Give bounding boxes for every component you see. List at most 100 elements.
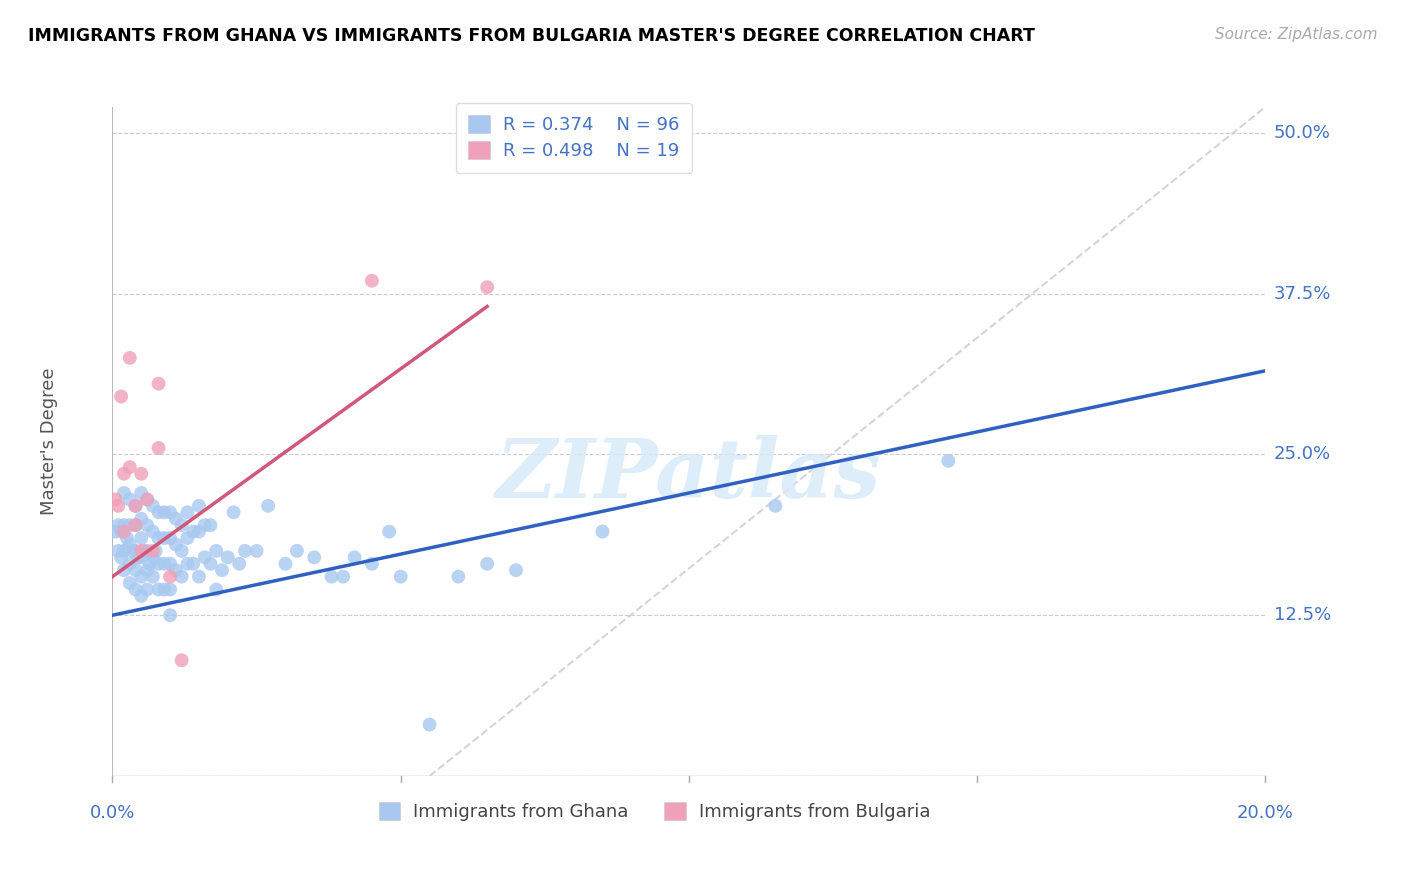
Point bbox=[222, 505, 245, 519]
Text: 0.0%: 0.0% bbox=[90, 804, 135, 822]
Point bbox=[181, 557, 204, 571]
Point bbox=[124, 544, 146, 558]
Point bbox=[475, 557, 499, 571]
Point bbox=[170, 544, 193, 558]
Point bbox=[118, 518, 141, 533]
Text: 25.0%: 25.0% bbox=[1274, 445, 1331, 464]
Point bbox=[176, 531, 198, 545]
Point bbox=[159, 531, 181, 545]
Point bbox=[153, 582, 176, 597]
Point bbox=[165, 512, 187, 526]
Point bbox=[475, 280, 499, 294]
Point bbox=[321, 569, 343, 583]
Point bbox=[170, 518, 193, 533]
Point bbox=[170, 569, 193, 583]
Text: 12.5%: 12.5% bbox=[1274, 607, 1331, 624]
Point bbox=[142, 550, 165, 565]
Point bbox=[112, 486, 135, 500]
Point bbox=[112, 467, 135, 481]
Point bbox=[257, 499, 280, 513]
Point bbox=[200, 557, 222, 571]
Point bbox=[127, 550, 149, 565]
Text: ZIPatlas: ZIPatlas bbox=[496, 435, 882, 515]
Point bbox=[447, 569, 470, 583]
Point bbox=[136, 544, 159, 558]
Point bbox=[121, 544, 143, 558]
Point bbox=[170, 653, 193, 667]
Point bbox=[304, 550, 326, 565]
Point bbox=[148, 376, 170, 391]
Point bbox=[112, 563, 135, 577]
Point bbox=[115, 531, 138, 545]
Point bbox=[129, 569, 153, 583]
Point bbox=[200, 518, 222, 533]
Point bbox=[124, 582, 146, 597]
Point bbox=[936, 454, 959, 468]
Text: Master's Degree: Master's Degree bbox=[39, 368, 58, 516]
Point bbox=[136, 563, 159, 577]
Point bbox=[129, 544, 153, 558]
Point bbox=[148, 557, 170, 571]
Point bbox=[112, 524, 135, 539]
Point bbox=[118, 492, 141, 507]
Point bbox=[110, 524, 132, 539]
Point bbox=[107, 499, 129, 513]
Point bbox=[153, 531, 176, 545]
Point bbox=[176, 505, 198, 519]
Point bbox=[419, 717, 441, 731]
Text: 50.0%: 50.0% bbox=[1274, 124, 1330, 142]
Point bbox=[124, 563, 146, 577]
Point bbox=[153, 557, 176, 571]
Point bbox=[124, 518, 146, 533]
Point bbox=[165, 563, 187, 577]
Point bbox=[129, 512, 153, 526]
Point bbox=[142, 569, 165, 583]
Point bbox=[134, 544, 156, 558]
Point bbox=[188, 524, 211, 539]
Point bbox=[110, 550, 132, 565]
Point bbox=[124, 499, 146, 513]
Legend: Immigrants from Ghana, Immigrants from Bulgaria: Immigrants from Ghana, Immigrants from B… bbox=[366, 789, 943, 834]
Point bbox=[228, 557, 250, 571]
Point bbox=[165, 537, 187, 551]
Point bbox=[110, 390, 132, 404]
Point bbox=[194, 518, 217, 533]
Point bbox=[181, 524, 204, 539]
Point bbox=[211, 563, 233, 577]
Point bbox=[136, 492, 159, 507]
Point bbox=[148, 441, 170, 455]
Point bbox=[332, 569, 354, 583]
Point bbox=[136, 582, 159, 597]
Point bbox=[148, 582, 170, 597]
Point bbox=[246, 544, 269, 558]
Text: Source: ZipAtlas.com: Source: ZipAtlas.com bbox=[1215, 27, 1378, 42]
Point bbox=[142, 544, 165, 558]
Point bbox=[217, 550, 239, 565]
Point bbox=[107, 518, 129, 533]
Point bbox=[159, 582, 181, 597]
Text: 20.0%: 20.0% bbox=[1237, 804, 1294, 822]
Point bbox=[360, 557, 382, 571]
Point bbox=[148, 505, 170, 519]
Point bbox=[118, 460, 141, 475]
Point bbox=[176, 557, 198, 571]
Point bbox=[285, 544, 308, 558]
Point bbox=[129, 486, 153, 500]
Point bbox=[124, 518, 146, 533]
Point bbox=[159, 557, 181, 571]
Point bbox=[136, 518, 159, 533]
Point bbox=[124, 499, 146, 513]
Point bbox=[129, 531, 153, 545]
Point bbox=[139, 557, 162, 571]
Point bbox=[233, 544, 256, 558]
Point bbox=[104, 492, 127, 507]
Point bbox=[112, 544, 135, 558]
Point bbox=[360, 274, 382, 288]
Point bbox=[129, 589, 153, 603]
Point bbox=[205, 582, 228, 597]
Point bbox=[389, 569, 412, 583]
Text: IMMIGRANTS FROM GHANA VS IMMIGRANTS FROM BULGARIA MASTER'S DEGREE CORRELATION CH: IMMIGRANTS FROM GHANA VS IMMIGRANTS FROM… bbox=[28, 27, 1035, 45]
Point bbox=[118, 576, 141, 591]
Point bbox=[188, 499, 211, 513]
Point bbox=[107, 544, 129, 558]
